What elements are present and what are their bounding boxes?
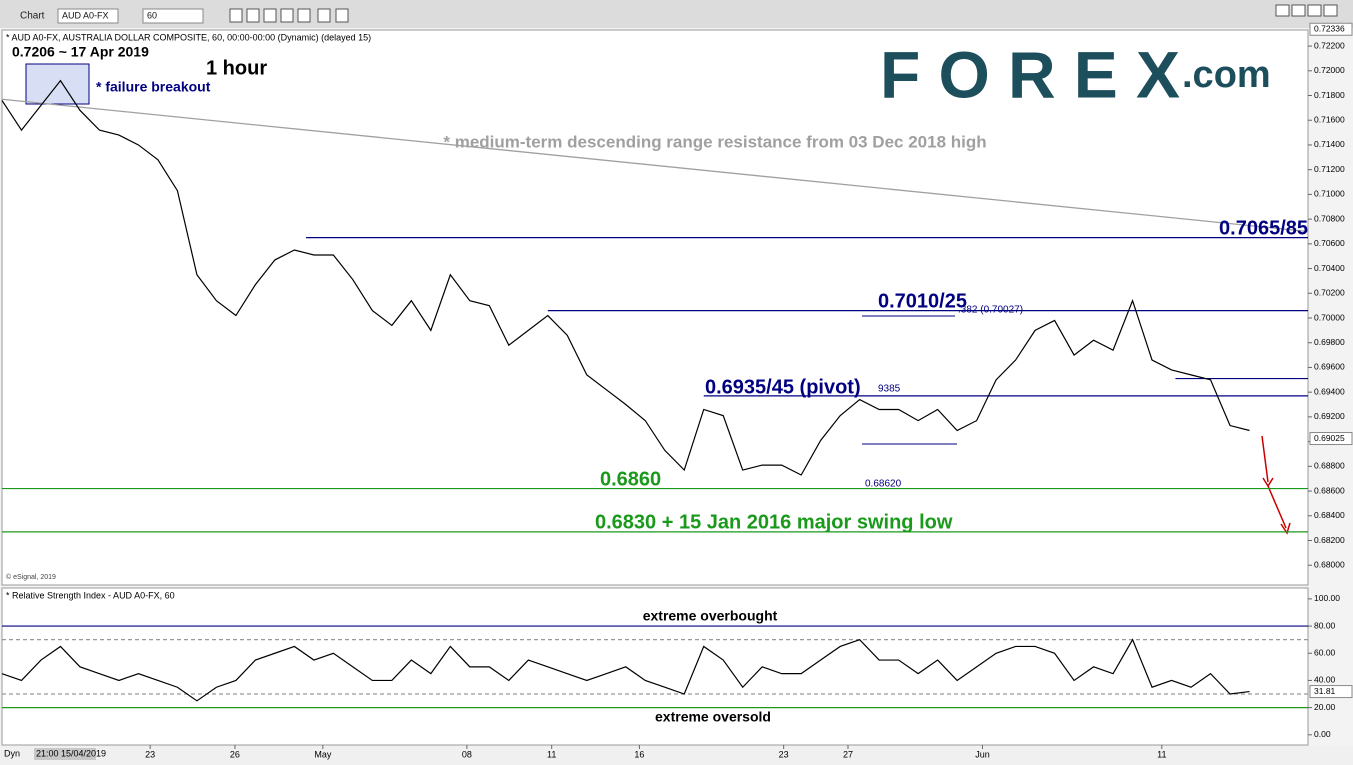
panel-title: * Relative Strength Index - AUD A0-FX, 6… (6, 590, 175, 600)
y-tick-label: 0.69600 (1314, 362, 1345, 372)
tool-btn[interactable] (246, 8, 260, 23)
price-label: 0.69025 (1314, 433, 1345, 443)
tool-btn[interactable] (280, 8, 294, 23)
y-tick-label: 100.00 (1314, 593, 1340, 603)
logo-suffix: .com (1182, 54, 1271, 96)
y-tick-label: 0.70800 (1314, 213, 1345, 223)
x-tick-label: 23 (145, 749, 155, 759)
price-panel (1, 29, 1309, 586)
annotation: 0.7206 ~ 17 Apr 2019 (12, 44, 149, 60)
y-tick-label: 60.00 (1314, 647, 1336, 657)
y-tick-label: 0.69400 (1314, 386, 1345, 396)
rsi-annotation: extreme overbought (643, 608, 778, 624)
price-label-box (1309, 685, 1353, 699)
level-label: 0.6860 (600, 468, 661, 490)
forecast-arrows (1261, 435, 1291, 535)
tool-btn[interactable] (229, 8, 243, 23)
x-tick-label: May (314, 749, 332, 759)
fib-label: 0.68620 (865, 479, 902, 490)
trendline (1, 98, 1309, 233)
price-label: 31.81 (1314, 686, 1336, 696)
y-tick-label: 0.68600 (1314, 485, 1345, 495)
footer-time: 21:00 15/04/2019 (36, 748, 106, 758)
symbol-input[interactable] (57, 8, 119, 24)
rsi-panel (1, 587, 1309, 746)
y-tick-label: 0.71400 (1314, 139, 1345, 149)
y-tick-label: 0.71800 (1314, 90, 1345, 100)
footer-time-box (34, 748, 96, 760)
y-tick-label: 40.00 (1314, 675, 1336, 685)
level-label: 0.6830 + 15 Jan 2016 major swing low (595, 511, 953, 533)
fib-label: .382 (0.70027) (958, 305, 1023, 316)
x-tick-label: 23 (779, 749, 789, 759)
y-tick-label: 0.68400 (1314, 510, 1345, 520)
y-tick-label: 20.00 (1314, 702, 1336, 712)
price-label-box (1309, 22, 1353, 36)
interval-input[interactable] (142, 8, 204, 24)
tool-btn[interactable] (335, 8, 349, 23)
x-tick-label: 26 (230, 749, 240, 759)
annotation: * failure breakout (96, 79, 211, 95)
y-tick-label: 0.68000 (1314, 559, 1345, 569)
toolbar (0, 0, 1353, 28)
x-tick-label: 11 (1157, 749, 1166, 759)
interval: 60 (147, 10, 157, 20)
x-tick-label: 16 (634, 749, 644, 759)
window-btn[interactable] (1323, 4, 1338, 17)
price-label: 0.72336 (1314, 24, 1345, 34)
toolbar-icons (229, 4, 1338, 23)
y-tick-label: 0.70600 (1314, 238, 1345, 248)
y-tick-label: 0.70200 (1314, 288, 1345, 298)
y-tick-label: 0.72200 (1314, 40, 1345, 50)
x-tick-label: 08 (462, 749, 472, 759)
fib-label: 9385 (878, 384, 901, 395)
x-axis-bar (0, 746, 1353, 765)
y-tick-label: 0.70000 (1314, 312, 1345, 322)
window-btn[interactable] (1291, 4, 1306, 17)
series-line (1, 79, 1250, 476)
x-tick-label: Jun (975, 749, 990, 759)
level-label: 0.6935/45 (pivot) (705, 376, 861, 398)
series-line (1, 638, 1250, 702)
level-label: 0.7010/25 (878, 290, 967, 312)
symbol: AUD A0-FX (62, 10, 109, 20)
source: © eSignal, 2019 (6, 573, 56, 581)
panel-title: * AUD A0-FX, AUSTRALIA DOLLAR COMPOSITE,… (6, 32, 371, 42)
y-tick-label: 0.71200 (1314, 164, 1345, 174)
rsi-annotation: extreme oversold (655, 709, 771, 725)
trendline-label: * medium-term descending range resistanc… (443, 132, 986, 151)
tool-btn[interactable] (263, 8, 277, 23)
y-tick-label: 80.00 (1314, 620, 1336, 630)
window-btn[interactable] (1307, 4, 1322, 17)
logo-bg (878, 48, 1287, 105)
y-tick-label: 0.71000 (1314, 189, 1345, 199)
y-tick-label: 0.00 (1314, 729, 1331, 739)
window-btn[interactable] (1275, 4, 1290, 17)
annotation: 1 hour (206, 57, 267, 79)
y-tick-label: 0.72000 (1314, 65, 1345, 75)
window-title: Chart (20, 11, 45, 22)
y-tick-label: 0.70400 (1314, 263, 1345, 273)
tool-btn[interactable] (317, 8, 331, 23)
y-tick-label: 0.69800 (1314, 337, 1345, 347)
footer-mode: Dyn (4, 748, 20, 758)
x-tick-label: 27 (843, 749, 853, 759)
x-tick-label: 11 (547, 749, 556, 759)
y-tick-label: 0.69200 (1314, 411, 1345, 421)
price-label-box (1309, 432, 1353, 446)
y-tick-label: 0.68200 (1314, 535, 1345, 545)
level-label: 0.7065/85 (1219, 217, 1308, 239)
y-tick-label: 0.71600 (1314, 114, 1345, 124)
y-tick-label: 0.68800 (1314, 461, 1345, 471)
tool-btn[interactable] (297, 8, 311, 23)
